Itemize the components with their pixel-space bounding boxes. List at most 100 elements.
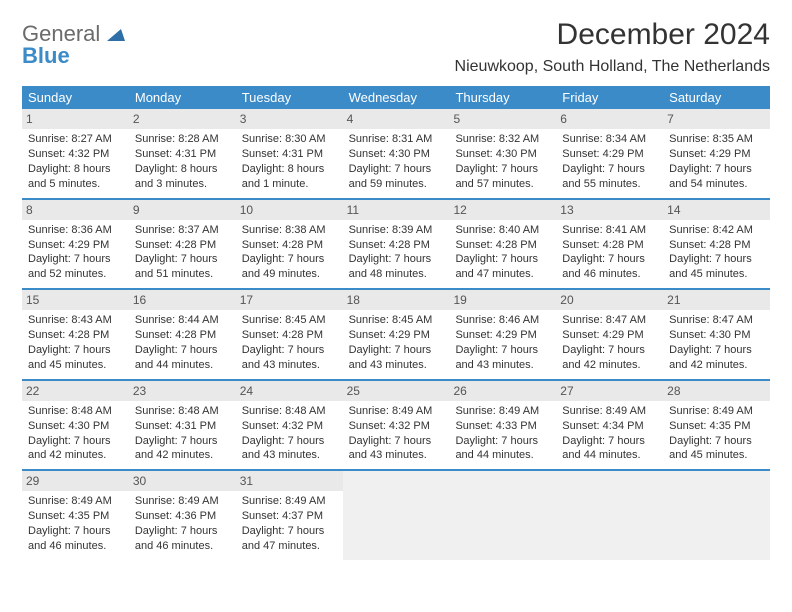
sunset-text: Sunset: 4:32 PM <box>28 147 123 162</box>
day-cell: 12Sunrise: 8:40 AMSunset: 4:28 PMDayligh… <box>449 200 556 289</box>
sunrise-text: Sunrise: 8:36 AM <box>28 223 123 238</box>
sunrise-text: Sunrise: 8:35 AM <box>669 132 764 147</box>
daylight-text: Daylight: 7 hours and 47 minutes. <box>455 252 550 282</box>
day-of-week-cell: Friday <box>556 86 663 109</box>
daylight-text: Daylight: 8 hours and 3 minutes. <box>135 162 230 192</box>
daylight-text: Daylight: 7 hours and 44 minutes. <box>135 343 230 373</box>
sunrise-text: Sunrise: 8:49 AM <box>135 494 230 509</box>
sunset-text: Sunset: 4:30 PM <box>28 419 123 434</box>
day-cell: 21Sunrise: 8:47 AMSunset: 4:30 PMDayligh… <box>663 290 770 379</box>
day-of-week-cell: Thursday <box>449 86 556 109</box>
sunrise-text: Sunrise: 8:39 AM <box>349 223 444 238</box>
sunrise-text: Sunrise: 8:49 AM <box>669 404 764 419</box>
sunset-text: Sunset: 4:34 PM <box>562 419 657 434</box>
sunrise-text: Sunrise: 8:49 AM <box>349 404 444 419</box>
daylight-text: Daylight: 7 hours and 52 minutes. <box>28 252 123 282</box>
sunrise-text: Sunrise: 8:37 AM <box>135 223 230 238</box>
logo-word-blue: Blue <box>22 43 70 68</box>
daylight-text: Daylight: 7 hours and 57 minutes. <box>455 162 550 192</box>
day-cell: 3Sunrise: 8:30 AMSunset: 4:31 PMDaylight… <box>236 109 343 198</box>
day-cell: 28Sunrise: 8:49 AMSunset: 4:35 PMDayligh… <box>663 381 770 470</box>
day-number: 12 <box>449 200 556 220</box>
day-cell: 27Sunrise: 8:49 AMSunset: 4:34 PMDayligh… <box>556 381 663 470</box>
day-cell: 17Sunrise: 8:45 AMSunset: 4:28 PMDayligh… <box>236 290 343 379</box>
day-number: 2 <box>129 109 236 129</box>
daylight-text: Daylight: 7 hours and 43 minutes. <box>455 343 550 373</box>
sunset-text: Sunset: 4:28 PM <box>242 328 337 343</box>
sunrise-text: Sunrise: 8:49 AM <box>455 404 550 419</box>
day-number: 30 <box>129 471 236 491</box>
sunrise-text: Sunrise: 8:40 AM <box>455 223 550 238</box>
sunset-text: Sunset: 4:30 PM <box>455 147 550 162</box>
day-cell: 29Sunrise: 8:49 AMSunset: 4:35 PMDayligh… <box>22 471 129 560</box>
week-row: 22Sunrise: 8:48 AMSunset: 4:30 PMDayligh… <box>22 381 770 472</box>
day-cell: 26Sunrise: 8:49 AMSunset: 4:33 PMDayligh… <box>449 381 556 470</box>
day-cell: 31Sunrise: 8:49 AMSunset: 4:37 PMDayligh… <box>236 471 343 560</box>
sunrise-text: Sunrise: 8:44 AM <box>135 313 230 328</box>
day-number: 26 <box>449 381 556 401</box>
day-number: 7 <box>663 109 770 129</box>
day-number: 8 <box>22 200 129 220</box>
daylight-text: Daylight: 7 hours and 47 minutes. <box>242 524 337 554</box>
daylight-text: Daylight: 7 hours and 59 minutes. <box>349 162 444 192</box>
day-cell: 16Sunrise: 8:44 AMSunset: 4:28 PMDayligh… <box>129 290 236 379</box>
day-cell: 4Sunrise: 8:31 AMSunset: 4:30 PMDaylight… <box>343 109 450 198</box>
calendar-grid: SundayMondayTuesdayWednesdayThursdayFrid… <box>22 86 770 560</box>
day-number: 4 <box>343 109 450 129</box>
sunrise-text: Sunrise: 8:49 AM <box>242 494 337 509</box>
sunset-text: Sunset: 4:29 PM <box>349 328 444 343</box>
day-of-week-header: SundayMondayTuesdayWednesdayThursdayFrid… <box>22 86 770 109</box>
day-number: 14 <box>663 200 770 220</box>
daylight-text: Daylight: 8 hours and 1 minute. <box>242 162 337 192</box>
sunrise-text: Sunrise: 8:48 AM <box>242 404 337 419</box>
daylight-text: Daylight: 7 hours and 46 minutes. <box>562 252 657 282</box>
daylight-text: Daylight: 7 hours and 44 minutes. <box>562 434 657 464</box>
sunrise-text: Sunrise: 8:32 AM <box>455 132 550 147</box>
week-row: 15Sunrise: 8:43 AMSunset: 4:28 PMDayligh… <box>22 290 770 381</box>
sunset-text: Sunset: 4:32 PM <box>349 419 444 434</box>
day-cell: 14Sunrise: 8:42 AMSunset: 4:28 PMDayligh… <box>663 200 770 289</box>
sunrise-text: Sunrise: 8:48 AM <box>28 404 123 419</box>
sunset-text: Sunset: 4:29 PM <box>28 238 123 253</box>
sunset-text: Sunset: 4:31 PM <box>135 147 230 162</box>
daylight-text: Daylight: 7 hours and 42 minutes. <box>135 434 230 464</box>
sunset-text: Sunset: 4:28 PM <box>28 328 123 343</box>
day-cell: 15Sunrise: 8:43 AMSunset: 4:28 PMDayligh… <box>22 290 129 379</box>
day-of-week-cell: Sunday <box>22 86 129 109</box>
day-cell <box>556 471 663 560</box>
sunset-text: Sunset: 4:29 PM <box>669 147 764 162</box>
sunrise-text: Sunrise: 8:41 AM <box>562 223 657 238</box>
day-cell: 25Sunrise: 8:49 AMSunset: 4:32 PMDayligh… <box>343 381 450 470</box>
day-number: 29 <box>22 471 129 491</box>
sunrise-text: Sunrise: 8:34 AM <box>562 132 657 147</box>
day-cell: 7Sunrise: 8:35 AMSunset: 4:29 PMDaylight… <box>663 109 770 198</box>
daylight-text: Daylight: 8 hours and 5 minutes. <box>28 162 123 192</box>
daylight-text: Daylight: 7 hours and 51 minutes. <box>135 252 230 282</box>
day-number: 11 <box>343 200 450 220</box>
sunset-text: Sunset: 4:31 PM <box>242 147 337 162</box>
sunrise-text: Sunrise: 8:43 AM <box>28 313 123 328</box>
day-of-week-cell: Monday <box>129 86 236 109</box>
day-cell: 11Sunrise: 8:39 AMSunset: 4:28 PMDayligh… <box>343 200 450 289</box>
day-number: 18 <box>343 290 450 310</box>
day-number: 15 <box>22 290 129 310</box>
sunrise-text: Sunrise: 8:46 AM <box>455 313 550 328</box>
sunrise-text: Sunrise: 8:27 AM <box>28 132 123 147</box>
daylight-text: Daylight: 7 hours and 42 minutes. <box>669 343 764 373</box>
daylight-text: Daylight: 7 hours and 45 minutes. <box>669 252 764 282</box>
week-row: 1Sunrise: 8:27 AMSunset: 4:32 PMDaylight… <box>22 109 770 200</box>
daylight-text: Daylight: 7 hours and 44 minutes. <box>455 434 550 464</box>
sunrise-text: Sunrise: 8:47 AM <box>669 313 764 328</box>
daylight-text: Daylight: 7 hours and 43 minutes. <box>242 434 337 464</box>
day-number: 27 <box>556 381 663 401</box>
sunrise-text: Sunrise: 8:45 AM <box>349 313 444 328</box>
day-number: 22 <box>22 381 129 401</box>
day-cell: 19Sunrise: 8:46 AMSunset: 4:29 PMDayligh… <box>449 290 556 379</box>
day-of-week-cell: Wednesday <box>343 86 450 109</box>
sunset-text: Sunset: 4:28 PM <box>135 238 230 253</box>
day-cell: 13Sunrise: 8:41 AMSunset: 4:28 PMDayligh… <box>556 200 663 289</box>
daylight-text: Daylight: 7 hours and 43 minutes. <box>349 343 444 373</box>
sunrise-text: Sunrise: 8:31 AM <box>349 132 444 147</box>
sunset-text: Sunset: 4:30 PM <box>669 328 764 343</box>
sunset-text: Sunset: 4:28 PM <box>669 238 764 253</box>
